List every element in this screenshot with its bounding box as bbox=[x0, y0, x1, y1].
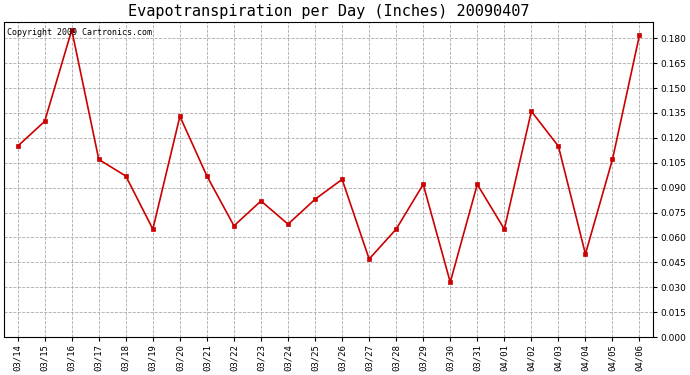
Title: Evapotranspiration per Day (Inches) 20090407: Evapotranspiration per Day (Inches) 2009… bbox=[128, 4, 529, 19]
Text: Copyright 2009 Cartronics.com: Copyright 2009 Cartronics.com bbox=[8, 28, 152, 37]
